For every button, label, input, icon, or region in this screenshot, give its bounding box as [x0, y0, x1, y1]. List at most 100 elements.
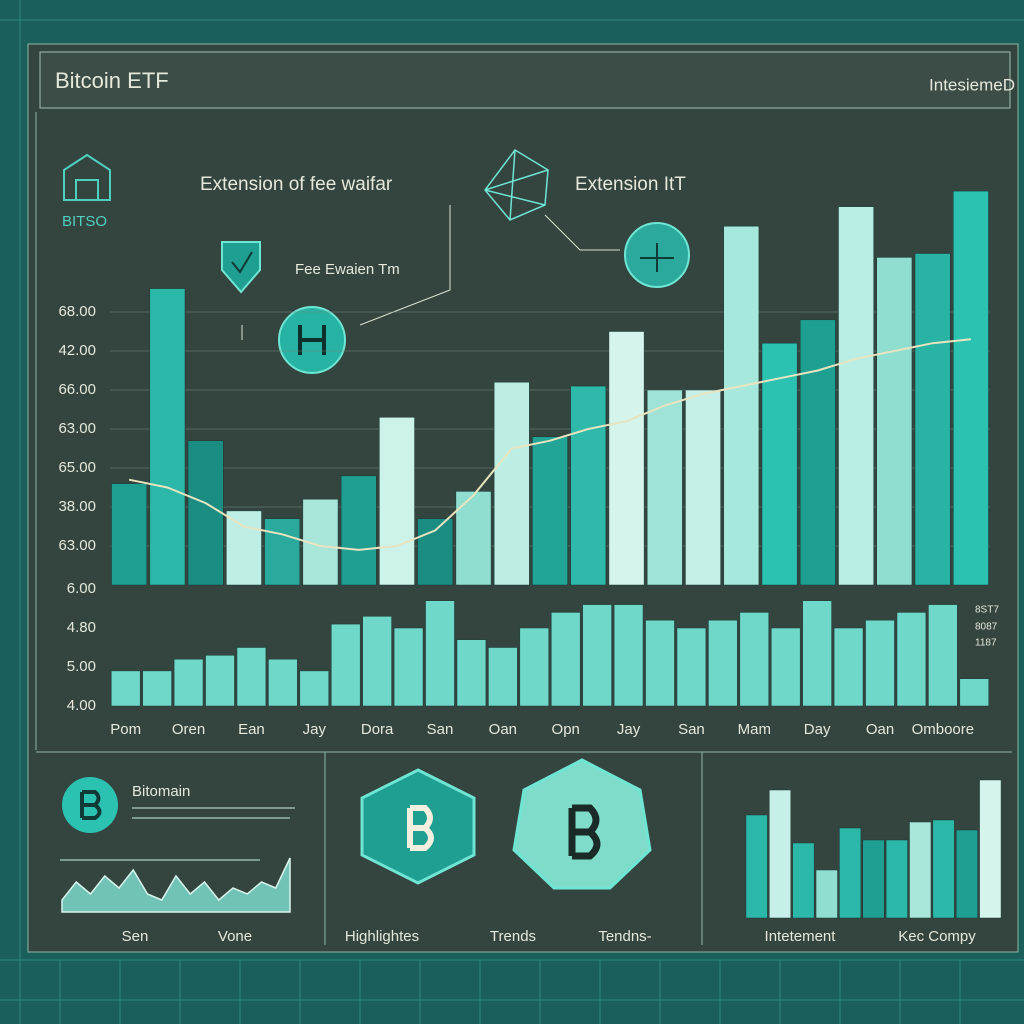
y-tick-label: 5.00	[67, 658, 96, 675]
bar	[739, 612, 769, 707]
x-tick-label: Day	[804, 721, 831, 738]
highlight-label: Trends	[490, 928, 536, 945]
header-bar	[39, 51, 1011, 109]
bar	[613, 604, 644, 707]
annotation: Extension ItT	[575, 174, 686, 195]
title: Bitcoin ETF	[55, 68, 169, 93]
line	[128, 338, 971, 551]
hex-icon	[360, 768, 476, 885]
bar	[205, 655, 235, 707]
highlight-label: Tendns-	[598, 928, 651, 945]
y-tick-label: 63.00	[58, 420, 96, 437]
y-tick-label: 65.00	[58, 459, 96, 476]
bar	[173, 658, 204, 707]
x-tick-label: Omboore	[912, 721, 975, 738]
bar	[111, 670, 141, 707]
bar	[799, 319, 836, 586]
x-tick-label: Pom	[110, 721, 141, 738]
bar	[236, 647, 267, 707]
connector	[359, 205, 620, 326]
highlight-label: Highlightes	[345, 928, 419, 945]
bar	[493, 381, 530, 586]
bar	[932, 819, 955, 919]
bar	[425, 600, 455, 707]
x-tick-label: San	[678, 721, 705, 738]
panel-title: Bitomain	[132, 783, 190, 800]
y-tick-label: 63.00	[58, 537, 96, 554]
bar	[264, 518, 301, 586]
bar	[771, 627, 801, 707]
bar	[268, 658, 298, 707]
logo-text: BITSO	[62, 213, 107, 230]
bar	[417, 518, 454, 586]
bar	[761, 342, 798, 586]
bar	[570, 385, 607, 586]
bar	[685, 389, 721, 586]
y-tick-label: 6.00	[67, 580, 96, 597]
bar	[959, 678, 989, 707]
bar	[582, 604, 612, 707]
bar	[792, 842, 815, 919]
x-tick-label: Ean	[238, 721, 265, 738]
bar	[914, 253, 951, 586]
bar	[187, 440, 224, 586]
x-tick-label: Jay	[617, 721, 641, 738]
bar	[979, 779, 1002, 919]
annotation: 1187	[975, 638, 997, 649]
x-tick-label: Oren	[172, 721, 205, 738]
shield-icon	[221, 241, 261, 294]
annotation: Extension of fee waifar	[200, 174, 393, 195]
y-tick-label: 4.80	[67, 619, 96, 636]
logo-icon	[63, 153, 111, 201]
bar	[488, 647, 518, 707]
bar	[608, 331, 645, 586]
bar	[111, 483, 147, 586]
bar	[953, 190, 989, 586]
bar	[456, 639, 487, 707]
panel-label: Intetement	[765, 928, 837, 945]
x-tick-label: Oan	[866, 721, 894, 738]
bar	[833, 627, 864, 707]
network-icon	[484, 149, 549, 221]
annotation: Fee Ewaien Tm	[295, 261, 400, 278]
bar	[519, 627, 549, 707]
bar	[645, 619, 675, 707]
bar	[142, 670, 172, 707]
bar	[723, 225, 760, 586]
x-tick-label: Dora	[361, 721, 394, 738]
x-tick-label: Oan	[489, 721, 517, 738]
annotation: 8087	[975, 622, 998, 633]
bar	[676, 627, 707, 707]
bar	[928, 604, 958, 707]
area	[61, 857, 291, 913]
bitcoin-icon	[62, 777, 118, 833]
x-tick-label: Jay	[303, 721, 327, 738]
bar	[708, 619, 738, 707]
bar	[885, 839, 908, 919]
bar	[896, 612, 927, 707]
x-tick-label: San	[427, 721, 454, 738]
y-tick-label: 4.00	[67, 697, 96, 714]
bar	[299, 670, 329, 707]
bar	[802, 600, 832, 707]
bar	[862, 839, 885, 919]
bar	[745, 814, 768, 919]
bar	[340, 475, 377, 586]
bar	[226, 510, 262, 586]
y-tick-label: 66.00	[58, 381, 96, 398]
bar	[532, 436, 568, 586]
bar	[393, 627, 424, 707]
bar	[379, 417, 415, 586]
panel-label: Vone	[218, 928, 252, 945]
hept-icon	[512, 758, 652, 890]
bar	[876, 257, 913, 586]
bar	[865, 619, 895, 707]
bar	[646, 389, 683, 586]
bar	[838, 206, 874, 586]
panel-label: Sen	[122, 928, 149, 945]
bar	[815, 869, 838, 919]
arrow-icon	[624, 222, 690, 288]
annotation: 8ST7	[975, 605, 999, 616]
